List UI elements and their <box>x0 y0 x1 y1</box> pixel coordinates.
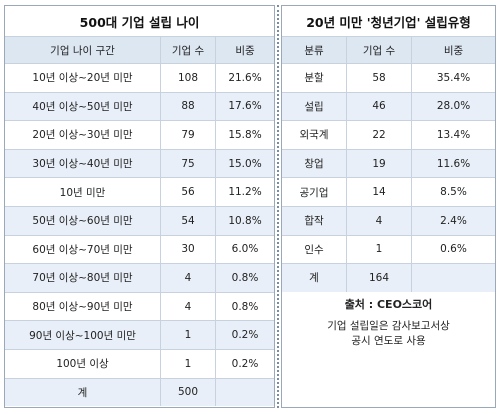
table-row: 100년 이상 1 0.2% <box>5 348 274 378</box>
table-row: 계 164 <box>282 263 495 292</box>
table-row: 20년 이상~30년 미만 79 15.8% <box>5 120 274 149</box>
table-cell: 공기업 <box>299 186 329 199</box>
table-cell: 40년 이상~50년 미만 <box>32 100 133 113</box>
header-cell: 기업 나이 구간 <box>50 44 115 57</box>
header-cell: 기업 수 <box>160 37 215 63</box>
header-cell: 기업 수 <box>346 37 411 63</box>
table-cell: 1 <box>160 321 215 349</box>
age-table: 500대 기업 설립 나이 기업 나이 구간 기업 수 비중 10년 이상~20년 미… <box>4 5 275 408</box>
table-cell: 0.8% <box>215 264 274 292</box>
table-cell: 1 <box>160 349 215 378</box>
table-row: 90년 이상~100년 미만 1 0.2% <box>5 320 274 349</box>
table-cell: 10년 이상~20년 미만 <box>32 72 133 85</box>
table-row: 10년 미만 56 11.2% <box>5 177 274 206</box>
table-cell: 17.6% <box>215 92 274 121</box>
table-cell: 58 <box>346 64 411 92</box>
table-cell: 54 <box>160 206 215 235</box>
table-cell: 46 <box>346 92 411 121</box>
table-cell: 11.2% <box>215 178 274 206</box>
table-cell: 창업 <box>304 158 324 171</box>
table-cell: 인수 <box>304 243 324 256</box>
table-cell: 4 <box>160 292 215 321</box>
separator <box>277 5 279 408</box>
table-row: 60년 이상~70년 미만 30 6.0% <box>5 234 274 264</box>
table-cell: 15.0% <box>215 149 274 178</box>
table-cell: 0.2% <box>215 321 274 349</box>
table-cell: 56 <box>160 178 215 206</box>
table-cell: 계 <box>309 272 319 285</box>
table-row: 70년 이상~80년 미만 4 0.8% <box>5 263 274 292</box>
table-cell: 90년 이상~100년 미만 <box>29 329 136 342</box>
table-cell: 500 <box>160 378 215 407</box>
table-cell: 75 <box>160 149 215 178</box>
note-line: 기업 설립일은 감사보고서상 <box>327 320 450 332</box>
table-row: 40년 이상~50년 미만 88 17.6% <box>5 91 274 121</box>
table-cell: 8.5% <box>411 178 495 206</box>
table-title: 20년 미만 '청년기업' 설립유형 <box>306 14 471 30</box>
table-row: 설립 46 28.0% <box>282 91 495 121</box>
table-cell: 15.8% <box>215 121 274 149</box>
table-cell: 4 <box>160 264 215 292</box>
table-cell: 6.0% <box>215 235 274 264</box>
header-row: 분류 기업 수 비중 <box>282 36 495 63</box>
note-line: 공시 연도로 사용 <box>351 335 426 347</box>
table-cell: 164 <box>346 264 411 292</box>
table-title: 500대 기업 설립 나이 <box>79 14 200 30</box>
table-cell: 외국계 <box>299 129 329 142</box>
table-row: 80년 이상~90년 미만 4 0.8% <box>5 291 274 321</box>
table-cell: 0.8% <box>215 292 274 321</box>
table-row: 외국계 22 13.4% <box>282 120 495 149</box>
table-row: 50년 이상~60년 미만 54 10.8% <box>5 205 274 235</box>
table-cell: 합작 <box>304 215 324 228</box>
table-row: 창업 19 11.6% <box>282 148 495 178</box>
table-cell: 설립 <box>304 100 324 113</box>
table-cell: 계 <box>77 386 88 399</box>
source: 출처 : CEO스코어 <box>344 298 433 311</box>
table-cell: 19 <box>346 149 411 178</box>
table-row: 10년 이상~20년 미만 108 21.6% <box>5 63 274 92</box>
table-cell: 30 <box>160 235 215 264</box>
table-row: 계 500 <box>5 377 274 407</box>
table-cell: 108 <box>160 64 215 92</box>
table-cell: 13.4% <box>411 121 495 149</box>
table-cell: 22 <box>346 121 411 149</box>
header-cell: 비중 <box>411 37 495 63</box>
table-cell: 60년 이상~70년 미만 <box>32 243 133 256</box>
table-cell: 10년 미만 <box>59 186 106 199</box>
table-row: 인수 1 0.6% <box>282 234 495 264</box>
table-cell: 0.2% <box>215 349 274 378</box>
table-cell <box>411 264 495 292</box>
table-cell: 11.6% <box>411 149 495 178</box>
table-row: 합작 4 2.4% <box>282 205 495 235</box>
table-cell: 10.8% <box>215 206 274 235</box>
table-row: 30년 이상~40년 미만 75 15.0% <box>5 148 274 178</box>
table-cell: 4 <box>346 206 411 235</box>
header-cell: 분류 <box>304 44 324 57</box>
table-cell: 20년 이상~30년 미만 <box>32 129 133 142</box>
table-cell: 79 <box>160 121 215 149</box>
table-cell: 14 <box>346 178 411 206</box>
table-cell: 1 <box>346 235 411 264</box>
table-cell: 70년 이상~80년 미만 <box>32 272 133 285</box>
table-cell <box>215 378 274 407</box>
table-cell: 100년 이상 <box>56 358 109 371</box>
table-row: 분할 58 35.4% <box>282 63 495 92</box>
table-cell: 80년 이상~90년 미만 <box>32 301 133 314</box>
table-cell: 50년 이상~60년 미만 <box>32 215 133 228</box>
header-row: 기업 나이 구간 기업 수 비중 <box>5 36 274 63</box>
table-cell: 35.4% <box>411 64 495 92</box>
table-cell: 21.6% <box>215 64 274 92</box>
table-cell: 88 <box>160 92 215 121</box>
table-cell: 30년 이상~40년 미만 <box>32 158 133 171</box>
table-cell: 0.6% <box>411 235 495 264</box>
table-cell: 분할 <box>304 72 324 85</box>
table-cell: 28.0% <box>411 92 495 121</box>
header-cell: 비중 <box>215 37 274 63</box>
table-row: 공기업 14 8.5% <box>282 177 495 206</box>
table-cell: 2.4% <box>411 206 495 235</box>
